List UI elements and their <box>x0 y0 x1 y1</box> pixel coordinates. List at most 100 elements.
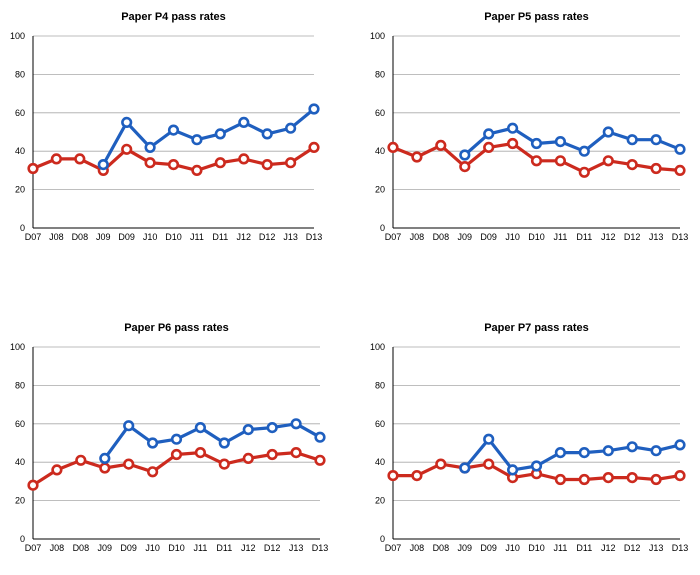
x-tick-label: D13 <box>312 543 329 553</box>
y-tick-label: 80 <box>15 380 25 390</box>
data-point <box>261 128 273 140</box>
x-tick-label: D11 <box>576 543 592 553</box>
chart-title: Paper P6 pass rates <box>124 322 229 334</box>
y-tick-label: 20 <box>15 185 25 195</box>
data-point <box>147 437 159 449</box>
chart-p6: Paper P6 pass rates 0 20 40 60 80 100 D07 J08 D0… <box>10 322 328 553</box>
chart-title: Paper P7 pass rates <box>484 322 589 334</box>
x-tick-label: J10 <box>143 232 158 242</box>
x-tick-label: D10 <box>528 232 545 242</box>
y-tick-label: 100 <box>10 31 25 41</box>
data-point <box>674 143 686 155</box>
data-point <box>650 445 662 457</box>
data-point <box>483 128 495 140</box>
data-point <box>167 159 180 171</box>
data-point <box>626 159 638 171</box>
x-tick-label: D10 <box>165 232 182 242</box>
data-point <box>123 420 135 432</box>
x-tick-label: D13 <box>672 543 689 553</box>
data-point <box>387 141 399 153</box>
data-point <box>459 149 471 161</box>
x-tick-label: D12 <box>624 232 641 242</box>
data-point <box>308 103 320 115</box>
data-point <box>242 424 254 436</box>
x-tick-label: J08 <box>49 232 64 242</box>
x-tick-label: D09 <box>120 543 137 553</box>
y-tick-label: 40 <box>375 457 385 467</box>
x-tick-label: D07 <box>25 543 42 553</box>
x-tick-label: J08 <box>410 232 425 242</box>
x-tick-label: D09 <box>118 232 135 242</box>
y-tick-label: 60 <box>15 108 25 118</box>
data-point <box>578 447 590 459</box>
x-tick-label: J12 <box>601 232 616 242</box>
data-point <box>290 418 302 430</box>
data-point <box>459 161 471 173</box>
data-point <box>290 447 302 459</box>
data-point <box>74 153 86 165</box>
data-point <box>411 470 423 482</box>
data-point <box>626 441 638 453</box>
x-tick-label: D08 <box>433 543 450 553</box>
data-point <box>285 157 297 169</box>
data-point <box>170 448 183 461</box>
data-point <box>238 153 250 165</box>
y-tick-label: 60 <box>375 419 385 429</box>
x-tick-label: J13 <box>283 232 298 242</box>
x-tick-label: D07 <box>385 543 402 553</box>
y-tick-label: 40 <box>15 457 25 467</box>
data-point <box>170 433 183 445</box>
data-point <box>121 143 133 155</box>
y-tick-label: 60 <box>15 419 25 429</box>
data-point <box>214 157 226 169</box>
data-point <box>144 157 156 169</box>
data-point <box>308 141 320 153</box>
y-tick-label: 60 <box>375 108 385 118</box>
data-point <box>314 454 326 466</box>
data-point <box>554 155 567 167</box>
data-point <box>483 458 495 470</box>
data-point <box>285 122 297 134</box>
chart-title: Paper P4 pass rates <box>121 11 226 23</box>
data-point <box>530 137 543 150</box>
data-point <box>435 458 447 470</box>
data-point <box>50 153 63 165</box>
x-tick-label: D13 <box>306 232 323 242</box>
data-point <box>530 460 543 472</box>
data-point <box>194 447 206 459</box>
x-tick-label: D11 <box>212 232 228 242</box>
y-tick-label: 100 <box>370 342 385 352</box>
data-point <box>506 122 519 134</box>
y-tick-label: 80 <box>15 69 25 79</box>
x-tick-label: D09 <box>480 543 497 553</box>
x-tick-label: J11 <box>193 543 207 553</box>
series-line <box>463 437 682 472</box>
x-tick-label: D10 <box>528 543 545 553</box>
data-point <box>554 473 567 486</box>
x-tick-label: J12 <box>601 543 616 553</box>
x-tick-label: D10 <box>168 543 185 553</box>
y-tick-label: 0 <box>20 223 25 233</box>
x-tick-label: J09 <box>457 232 472 242</box>
data-point <box>650 473 662 486</box>
data-point <box>578 145 590 157</box>
data-point <box>650 134 662 146</box>
data-point <box>75 454 87 466</box>
y-tick-label: 0 <box>380 534 385 544</box>
y-tick-label: 40 <box>15 146 25 156</box>
data-point <box>602 472 614 484</box>
data-point <box>266 422 278 434</box>
y-tick-label: 20 <box>15 496 25 506</box>
data-point <box>314 431 326 443</box>
y-tick-label: 20 <box>375 496 385 506</box>
x-tick-label: J13 <box>649 543 664 553</box>
data-point <box>27 162 39 175</box>
data-point <box>578 166 590 178</box>
data-point <box>387 470 399 482</box>
data-point <box>483 141 495 153</box>
x-tick-label: D13 <box>672 232 689 242</box>
x-tick-label: D08 <box>73 543 90 553</box>
data-point <box>121 116 133 128</box>
data-point <box>506 464 519 476</box>
data-point <box>602 126 614 138</box>
